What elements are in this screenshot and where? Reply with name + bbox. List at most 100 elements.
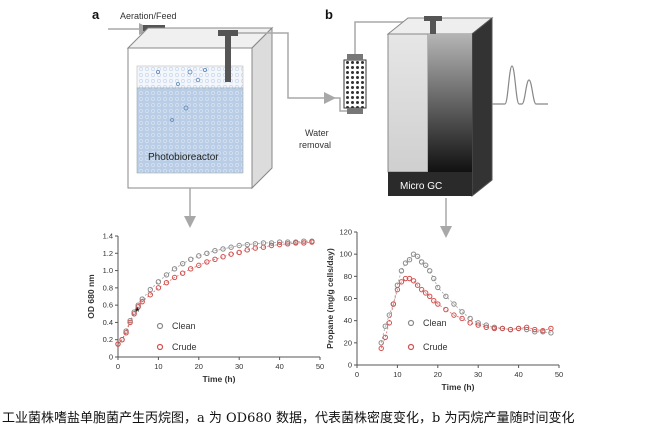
od680-point-clean: [135, 302, 141, 308]
od680-point-crude: [135, 304, 141, 310]
od680-point-crude: [236, 249, 242, 256]
propane-point-crude: [414, 282, 421, 288]
propane-legend-marker-0: [407, 319, 415, 327]
propane-x-tick-label: 20: [434, 370, 442, 379]
od680-y-tick-label: 0: [109, 353, 113, 362]
propane-point-crude: [431, 298, 437, 304]
od680-point-clean: [188, 256, 194, 263]
od680-y-tick-label: 0.2: [103, 335, 113, 344]
propane-point-crude: [398, 279, 405, 285]
od680-point-crude: [139, 298, 145, 305]
od680-y-tick-label: 1.4: [103, 232, 113, 241]
propane-chart: Propane (mg/g cells/day) Time (h) 0 10 20 3…: [325, 228, 563, 393]
od680-point-clean: [301, 238, 307, 244]
propane-y-tick-label: 20: [344, 338, 352, 347]
od680-point-crude: [119, 337, 125, 343]
propane-y-tick-label: 40: [344, 316, 352, 325]
od680-x-tick-label: 0: [116, 362, 120, 371]
propane-point-clean: [443, 293, 449, 299]
od680-point-clean: [228, 244, 234, 250]
photobioreactor: Photobioreactor: [126, 26, 274, 190]
od680-y-tick-label: 1.2: [103, 249, 113, 258]
od680-point-clean: [147, 286, 154, 293]
od680-point-crude: [115, 341, 121, 347]
propane-y-tick-label: 80: [344, 272, 352, 281]
od680-point-clean: [155, 279, 162, 285]
propane-point-clean: [431, 275, 437, 282]
od680-y-tick-label: 1.0: [103, 266, 113, 275]
od680-point-crude: [212, 256, 218, 263]
od680-point-clean: [284, 239, 291, 245]
od680-point-crude: [268, 242, 275, 249]
propane-point-crude: [378, 345, 384, 352]
od680-legend-label-0: Clean: [172, 321, 196, 331]
od680-point-clean: [179, 260, 186, 267]
propane-point-crude: [523, 324, 530, 331]
od680-y-tick-label: 0.8: [103, 283, 113, 292]
propane-fit-line-0: [380, 253, 551, 343]
propane-point-crude: [475, 322, 481, 328]
aeration-label: Aeration/Feed: [120, 11, 177, 21]
od680-fit-line-1: [117, 241, 312, 345]
propane-point-clean: [414, 253, 421, 260]
propane-point-clean: [459, 309, 465, 315]
propane-y-tick-label: 100: [339, 250, 352, 259]
od680-point-crude: [171, 274, 178, 281]
od680-annotation: *: [135, 306, 140, 318]
od680-point-clean: [163, 272, 170, 278]
propane-point-clean: [398, 268, 405, 274]
propane-point-clean: [483, 322, 489, 328]
propane-legend-marker-1: [407, 343, 415, 351]
water-removal-label-line2: removal: [299, 140, 331, 150]
od680-point-crude: [284, 241, 291, 247]
propane-point-clean: [475, 320, 481, 326]
propane-point-crude: [532, 326, 538, 333]
propane-y-axis-label: Propane (mg/g cells/day): [325, 248, 335, 349]
od680-legend-label-1: Crude: [172, 342, 197, 352]
od680-point-crude: [179, 270, 186, 276]
propane-point-crude: [507, 326, 514, 333]
propane-point-crude: [435, 301, 441, 307]
od680-point-crude: [147, 292, 154, 298]
water-removal-label-line1: Water: [305, 128, 329, 138]
od680-point-crude: [127, 319, 133, 326]
od680-point-crude: [188, 266, 194, 272]
propane-x-tick-label: 50: [555, 370, 563, 379]
od680-point-crude: [131, 311, 137, 317]
od680-x-axis-label: Time (h): [203, 374, 236, 384]
od680-point-clean: [212, 247, 218, 254]
od680-point-clean: [131, 309, 137, 315]
propane-point-clean: [382, 323, 388, 329]
water-removal-cartridge: [330, 21, 435, 114]
propane-fit-line-1: [380, 278, 552, 349]
propane-point-clean: [406, 257, 413, 263]
propane-point-crude: [540, 327, 546, 334]
panel-letter-b: b: [325, 7, 333, 22]
propane-point-crude: [410, 278, 417, 284]
propane-point-crude: [394, 286, 401, 293]
propane-point-crude: [390, 301, 397, 307]
propane-point-clean: [467, 315, 473, 322]
od680-fit-line-0: [117, 240, 312, 345]
od680-point-crude: [123, 330, 129, 336]
propane-point-crude: [406, 275, 413, 282]
od680-y-tick-label: 0.6: [103, 301, 113, 310]
propane-x-tick-label: 0: [355, 370, 359, 379]
propane-point-crude: [443, 306, 449, 313]
propane-point-crude: [499, 325, 506, 332]
propane-point-crude: [459, 315, 465, 322]
od680-point-clean: [204, 250, 210, 256]
propane-y-tick-label: 120: [339, 228, 352, 237]
propane-point-crude: [386, 320, 393, 326]
od680-point-crude: [228, 251, 234, 257]
propane-point-crude: [382, 334, 388, 340]
propane-point-clean: [427, 268, 433, 274]
propane-point-clean: [402, 260, 409, 266]
propane-point-crude: [422, 290, 429, 296]
od680-point-crude: [155, 285, 162, 291]
micro-gc-label: Micro GC: [400, 181, 442, 192]
propane-legend-label-0: Clean: [423, 318, 447, 328]
chromatogram: [492, 65, 548, 105]
propane-point-crude: [491, 325, 498, 332]
od680-point-crude: [309, 239, 315, 245]
